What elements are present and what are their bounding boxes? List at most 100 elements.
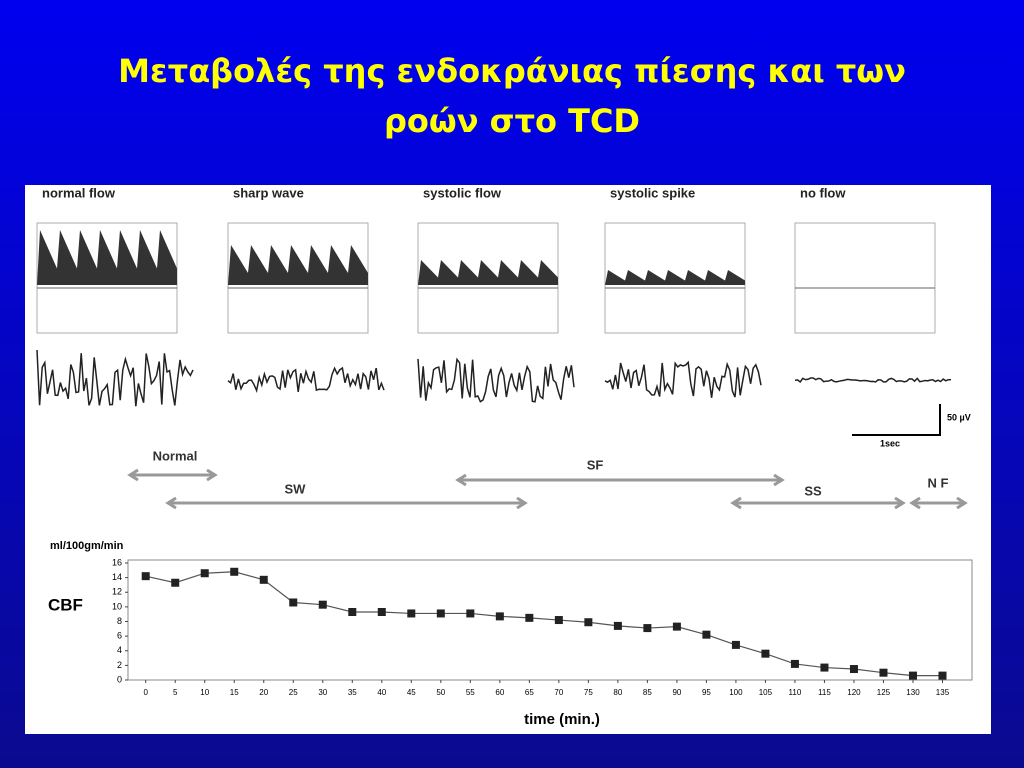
x-tick-label: 100 (729, 688, 743, 697)
cbf-point (348, 607, 357, 616)
cbf-point (230, 567, 239, 576)
panel-label: sharp wave (233, 185, 304, 200)
y-tick-label: 12 (112, 587, 122, 597)
cbf-point (200, 569, 209, 578)
x-tick-label: 115 (818, 688, 831, 697)
phase-arrow (909, 496, 968, 510)
scale-label: 50 µV (947, 412, 971, 422)
cbf-point (879, 668, 888, 677)
panel-label: systolic flow (423, 185, 502, 200)
x-tick-label: 80 (613, 688, 622, 697)
x-tick-label: 120 (847, 688, 861, 697)
y-tick-label: 10 (112, 601, 122, 611)
panel-label: no flow (800, 185, 846, 200)
figure: normal flow sharp wave systolic flow systol… (25, 185, 991, 734)
scale-label: 1sec (880, 438, 900, 448)
x-tick-label: 135 (936, 688, 950, 697)
x-tick-label: 35 (348, 688, 357, 697)
y-tick-label: 6 (117, 631, 122, 641)
cbf-point (702, 630, 711, 639)
x-tick-label: 95 (702, 688, 711, 697)
cbf-point (407, 609, 416, 618)
plot-frame (127, 559, 973, 681)
x-tick-label: 25 (289, 688, 298, 697)
x-tick-label: 45 (407, 688, 416, 697)
phase-arrow (165, 496, 528, 510)
x-tick-label: 130 (906, 688, 920, 697)
eeg-trace (794, 377, 952, 384)
cbf-point (377, 607, 386, 616)
cbf-line (145, 571, 943, 677)
x-tick-label: 20 (259, 688, 268, 697)
x-tick-label: 75 (584, 688, 593, 697)
cbf-point (908, 671, 917, 680)
y-unit: ml/100gm/min (50, 540, 124, 552)
y-tick-label: 0 (117, 674, 122, 684)
panel-label: normal flow (42, 185, 116, 200)
cbf-point (289, 598, 298, 607)
x-tick-label: 10 (200, 688, 209, 697)
cbf-point (761, 649, 770, 658)
phase-arrow (455, 473, 785, 487)
x-tick-label: 70 (554, 688, 563, 697)
x-label: time (min.) (524, 711, 600, 728)
phase-arrow (127, 468, 218, 482)
x-tick-label: 40 (377, 688, 386, 697)
cbf-point (171, 578, 180, 587)
cbf-point (318, 600, 327, 609)
cbf-point (525, 613, 534, 622)
cbf-point (849, 665, 858, 674)
cbf-point (790, 659, 799, 668)
x-tick-label: 15 (230, 688, 239, 697)
x-tick-label: 125 (877, 688, 891, 697)
x-tick-label: 60 (495, 688, 504, 697)
cbf-point (436, 609, 445, 618)
cbf-point (495, 612, 504, 621)
y-tick-label: 14 (112, 572, 122, 582)
title-line: Μεταβολές της ενδοκράνιας πίεσης και των (118, 52, 906, 90)
cbf-point (613, 621, 622, 630)
panel-label: systolic spike (610, 185, 695, 200)
y-tick-label: 16 (112, 557, 122, 567)
y-tick-label: 8 (117, 616, 122, 626)
cbf-point (643, 624, 652, 633)
x-tick-label: 50 (436, 688, 445, 697)
chart-title: CBF (48, 595, 83, 614)
cbf-point (554, 616, 563, 625)
x-tick-label: 5 (173, 688, 178, 697)
doppler-trace (605, 270, 745, 285)
title-line: ροών στο TCD (384, 102, 640, 140)
doppler-trace (418, 260, 558, 285)
scale-bar (852, 404, 941, 436)
doppler-frame (794, 222, 936, 334)
eeg-trace (604, 360, 762, 398)
x-tick-label: 110 (789, 688, 802, 697)
phase-arrow (730, 496, 906, 510)
cbf-point (141, 572, 150, 581)
x-tick-label: 85 (643, 688, 652, 697)
doppler-trace (37, 230, 177, 285)
cbf-point (731, 640, 740, 649)
doppler-frame (604, 222, 746, 334)
eeg-trace (227, 366, 385, 394)
y-tick-label: 4 (117, 645, 122, 655)
x-tick-label: 105 (759, 688, 773, 697)
phase-label: SS (804, 483, 822, 498)
eeg-trace (417, 357, 575, 403)
x-tick-label: 55 (466, 688, 475, 697)
x-tick-label: 90 (672, 688, 681, 697)
phase-label: N F (928, 475, 949, 490)
cbf-point (672, 622, 681, 631)
y-tick-label: 2 (117, 660, 122, 670)
cbf-point (584, 618, 593, 627)
phase-label: SW (285, 481, 307, 496)
x-tick-label: 65 (525, 688, 534, 697)
cbf-point (466, 609, 475, 618)
doppler-trace (228, 245, 368, 285)
cbf-point (938, 671, 947, 680)
cbf-point (820, 663, 829, 672)
phase-label: Normal (153, 448, 198, 463)
x-tick-label: 30 (318, 688, 327, 697)
phase-label: SF (587, 457, 604, 472)
